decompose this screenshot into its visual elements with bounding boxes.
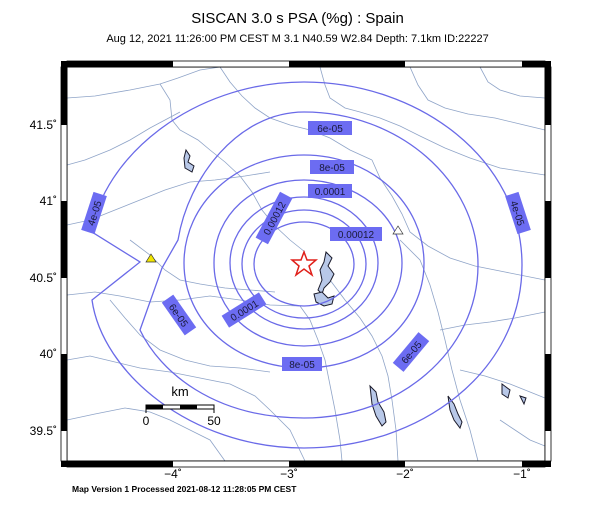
lat-tick: 40˚ — [40, 347, 57, 361]
psa-contours — [91, 81, 523, 449]
contour-label-text: 0.0001 — [315, 187, 346, 198]
scale-end: 50 — [207, 414, 221, 428]
scale-unit: km — [171, 384, 188, 399]
lat-tick: 41.5˚ — [30, 118, 57, 132]
station-triangle-yellow — [145, 253, 157, 263]
scale-bar: km 0 50 — [143, 384, 221, 428]
longitude-ticks: −4˚ −3˚ −2˚ −1˚ — [164, 467, 531, 481]
lon-tick: −4˚ — [164, 467, 182, 481]
lon-tick: −2˚ — [396, 467, 414, 481]
contour-label: 0.0001 — [308, 184, 352, 198]
map-frame — [60, 60, 552, 468]
lon-tick: −1˚ — [513, 467, 531, 481]
lat-tick: 40.5˚ — [30, 271, 57, 285]
contour-label: 0.00012 — [330, 227, 382, 241]
map-title: SISCAN 3.0 s PSA (%g) : Spain — [191, 10, 404, 27]
contour-label-text: 8e-05 — [319, 163, 345, 174]
map-area — [67, 67, 545, 461]
reservoirs — [183, 148, 527, 430]
lat-tick: 39.5˚ — [30, 424, 57, 438]
map-subtitle: Aug 12, 2021 11:26:00 PM CEST M 3.1 N40.… — [106, 33, 489, 45]
map-version-footer: Map Version 1 Processed 2021-08-12 11:28… — [72, 484, 297, 494]
contour-label-text: 6e-05 — [317, 124, 343, 135]
epicenter-star-icon — [289, 249, 319, 278]
lon-tick: −3˚ — [280, 467, 298, 481]
lat-tick: 41˚ — [40, 194, 57, 208]
scale-start: 0 — [143, 414, 150, 428]
contour-label-text: 8e-05 — [289, 360, 315, 371]
contour-label: 8e-05 — [310, 160, 354, 174]
latitude-ticks: 41.5˚ 41˚ 40.5˚ 40˚ 39.5˚ — [30, 118, 57, 438]
contour-label: 6e-05 — [308, 121, 352, 135]
contour-label: 8e-05 — [282, 357, 322, 371]
station-triangle-white — [392, 225, 404, 235]
contour-label-text: 0.00012 — [338, 230, 375, 241]
